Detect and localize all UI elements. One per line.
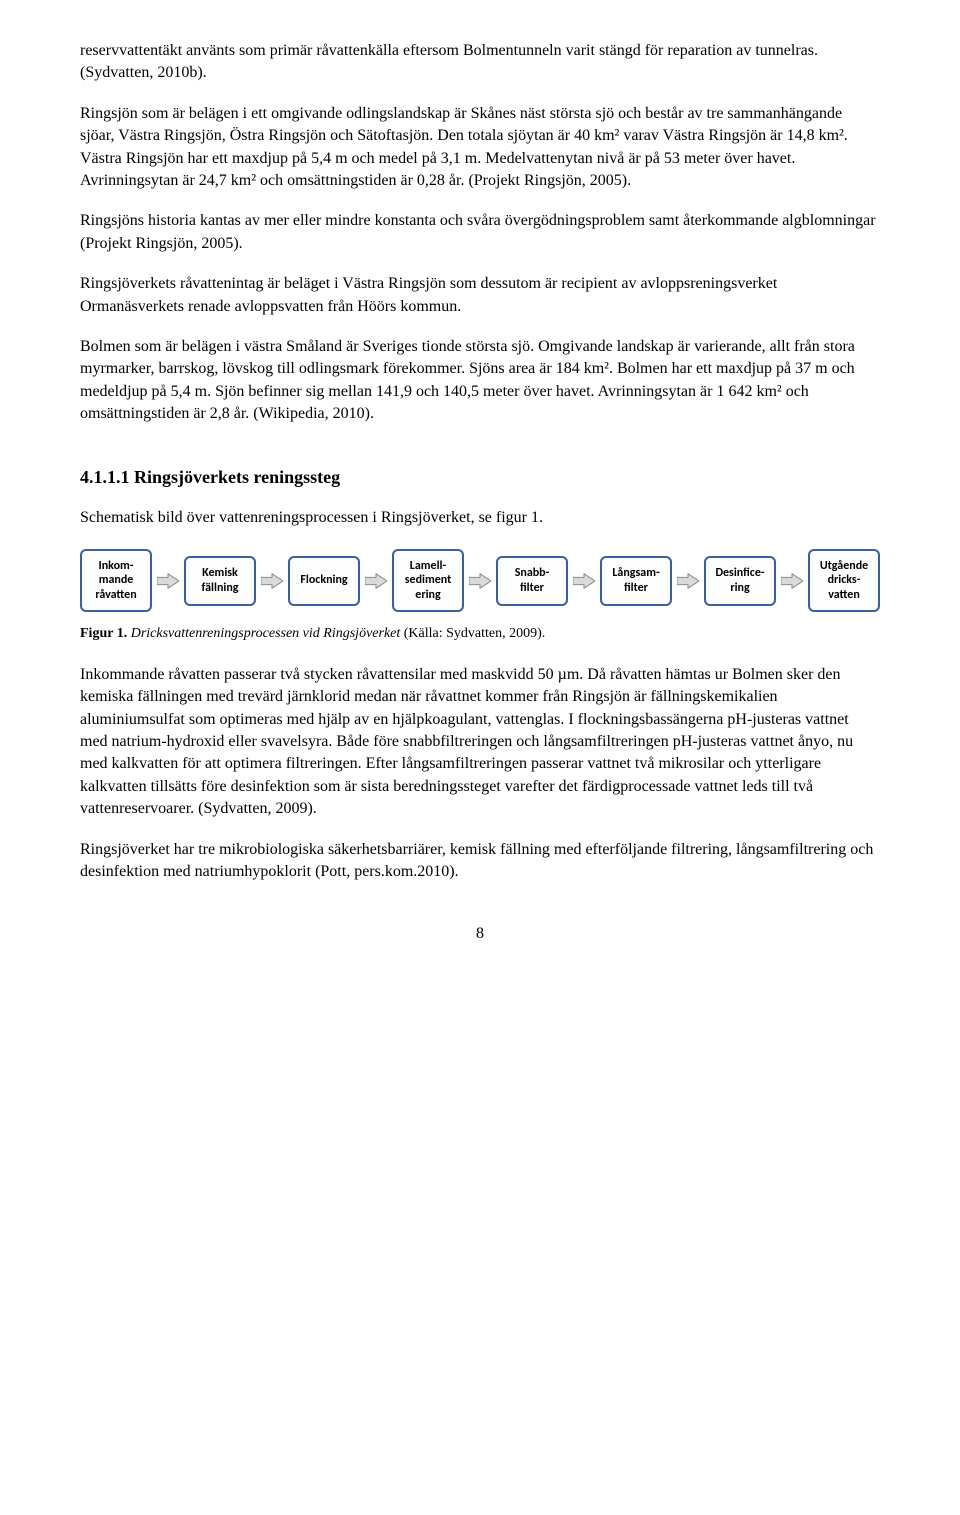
arrow-icon: [573, 573, 595, 589]
paragraph-4: Ringsjöverkets råvattenintag är beläget …: [80, 273, 880, 318]
flow-box-4: Lamell-sedimentering: [392, 549, 464, 612]
flow-box-7: Desinfice-ring: [704, 556, 776, 606]
paragraph-8: Ringsjöverket har tre mikrobiologiska sä…: [80, 839, 880, 884]
arrow-icon: [365, 573, 387, 589]
arrow-icon: [469, 573, 491, 589]
arrow-icon: [157, 573, 179, 589]
paragraph-2: Ringsjön som är belägen i ett omgivande …: [80, 103, 880, 193]
flow-box-2: Kemiskfällning: [184, 556, 256, 606]
arrow-icon: [261, 573, 283, 589]
page-number: 8: [80, 923, 880, 945]
figure-caption: Figur 1. Dricksvattenreningsprocessen vi…: [80, 624, 880, 644]
paragraph-6: Schematisk bild över vattenreningsproces…: [80, 507, 880, 529]
figure-label: Figur 1.: [80, 626, 127, 641]
arrow-icon: [677, 573, 699, 589]
flow-box-6: Långsam-filter: [600, 556, 672, 606]
process-flowchart: Inkom-manderåvatten Kemiskfällning Flock…: [80, 549, 880, 612]
arrow-icon: [781, 573, 803, 589]
flow-box-8: Utgåendedricks-vatten: [808, 549, 880, 612]
figure-caption-text: Dricksvattenreningsprocessen vid Ringsjö…: [127, 626, 404, 641]
flow-box-3: Flockning: [288, 556, 360, 606]
paragraph-1: reservvattentäkt använts som primär råva…: [80, 40, 880, 85]
flow-box-5: Snabb-filter: [496, 556, 568, 606]
paragraph-7: Inkommande råvatten passerar två stycken…: [80, 664, 880, 821]
paragraph-3: Ringsjöns historia kantas av mer eller m…: [80, 210, 880, 255]
section-heading: 4.1.1.1 Ringsjöverkets reningssteg: [80, 465, 880, 490]
figure-caption-source: (Källa: Sydvatten, 2009).: [404, 626, 546, 641]
flow-box-1: Inkom-manderåvatten: [80, 549, 152, 612]
paragraph-5: Bolmen som är belägen i västra Småland ä…: [80, 336, 880, 426]
